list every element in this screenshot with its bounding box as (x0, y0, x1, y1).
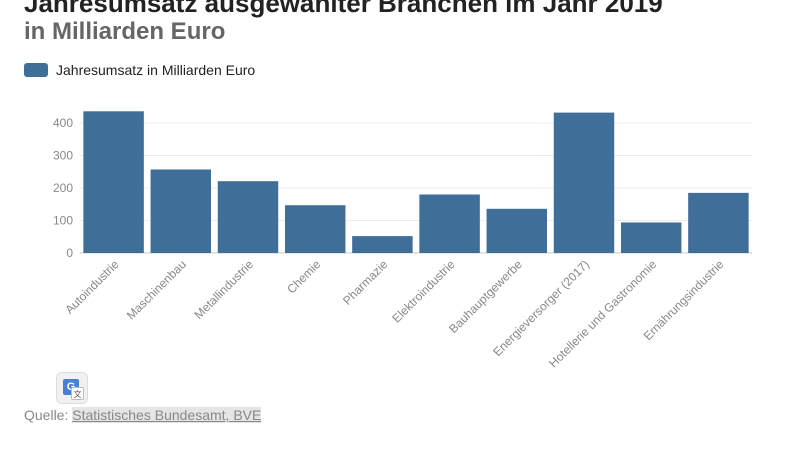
category-label: Metallindustrie (192, 257, 257, 322)
legend[interactable]: Jahresumsatz in Milliarden Euro (24, 62, 255, 78)
bar[interactable] (486, 208, 548, 253)
translate-language-icon: 文 (71, 387, 84, 400)
chart-subtitle: in Milliarden Euro (24, 18, 226, 45)
y-tick-label: 100 (53, 214, 73, 228)
y-tick-label: 300 (53, 149, 73, 163)
source-note: Quelle: Statistisches Bundesamt, BVE (24, 407, 262, 423)
y-tick-label: 200 (53, 181, 73, 195)
bar[interactable] (688, 192, 749, 253)
bar[interactable] (553, 112, 615, 253)
translate-button[interactable]: G 文 (56, 372, 88, 404)
legend-swatch (24, 63, 48, 77)
bar[interactable] (284, 205, 346, 253)
y-tick-label: 0 (66, 246, 73, 260)
category-label: Hotellerie und Gastronomie (546, 257, 659, 370)
y-tick-label: 400 (53, 116, 73, 130)
bar[interactable] (352, 236, 413, 253)
source-link[interactable]: Statistisches Bundesamt, BVE (72, 407, 262, 423)
bar[interactable] (83, 111, 144, 253)
category-label: Autoindustrie (62, 257, 122, 317)
category-label: Maschinenbau (124, 257, 189, 322)
chart-title: Jahresumsatz ausgewählter Branchen im Ja… (24, 0, 663, 18)
bar[interactable] (419, 194, 480, 254)
bar[interactable] (620, 222, 682, 253)
category-label: Pharmazie (340, 257, 391, 308)
bar[interactable] (217, 181, 279, 253)
source-label: Quelle: (24, 407, 73, 423)
legend-label: Jahresumsatz in Milliarden Euro (56, 62, 256, 78)
category-label: Chemie (284, 257, 323, 296)
category-label: Bauhauptgewerbe (446, 257, 525, 336)
bar[interactable] (150, 169, 212, 253)
category-label: Elektroindustrie (389, 257, 458, 326)
